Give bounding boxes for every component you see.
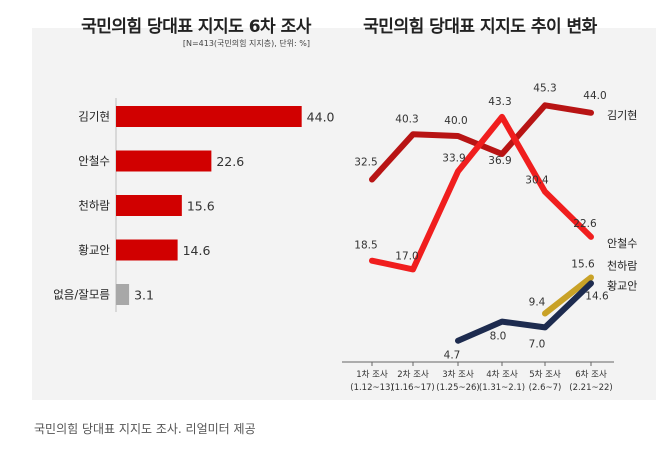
data-label: 14.6 [585, 290, 609, 302]
series-name-label: 안철수 [607, 237, 637, 250]
data-label: 18.5 [354, 240, 377, 252]
data-label: 45.3 [533, 82, 556, 94]
series-line [542, 274, 594, 317]
x-tick-label: 1차 조사 [356, 370, 388, 380]
x-tick-label: 2차 조사 [397, 370, 429, 380]
data-label: 40.0 [444, 115, 467, 127]
data-label: 30.4 [525, 175, 549, 187]
bar [116, 195, 182, 216]
bar-category-label: 천하람 [78, 199, 110, 213]
data-label: 36.9 [488, 155, 511, 167]
bar-chart-subtitle: [N=413(국민의힘 지지층), 단위: %] [182, 39, 310, 48]
data-label: 43.3 [488, 96, 511, 108]
data-label: 32.5 [354, 157, 377, 169]
x-tick-date: (1.31~2.1) [479, 383, 525, 393]
x-tick-date: (1.16~17) [391, 383, 435, 393]
data-label: 8.0 [490, 331, 507, 343]
x-tick-label: 5차 조사 [529, 370, 561, 380]
bar-chart-title: 국민의힘 당대표 지지도 6차 조사 [81, 17, 311, 37]
bar-category-label: 김기현 [78, 110, 110, 124]
x-tick-date: (2.6~7) [529, 383, 562, 393]
series-name-label: 황교안 [607, 279, 637, 292]
x-tick-label: 4차 조사 [486, 370, 518, 380]
data-label: 22.6 [573, 218, 597, 230]
bar-value-label: 44.0 [307, 110, 335, 125]
x-tick-date: (2.21~22) [569, 383, 613, 393]
bar [116, 239, 178, 261]
x-tick-date: (1.25~26) [436, 383, 480, 393]
line-chart-title: 국민의힘 당대표 지지도 추이 변화 [363, 17, 597, 37]
x-tick-date: (1.12~13) [350, 383, 394, 393]
bar [116, 150, 212, 172]
bar-value-label: 15.6 [187, 199, 215, 214]
series-line [455, 280, 594, 344]
bar-value-label: 14.6 [183, 243, 211, 258]
data-label: 9.4 [529, 296, 546, 308]
bar-category-label: 없음/잘모름 [53, 288, 110, 302]
x-tick-label: 3차 조사 [442, 370, 474, 380]
bar [116, 106, 302, 127]
bar [116, 284, 130, 305]
data-label: 4.7 [444, 350, 461, 362]
bar-value-label: 22.6 [216, 154, 244, 169]
data-label: 40.3 [395, 113, 418, 125]
data-label: 7.0 [529, 338, 546, 350]
series-name-label: 김기현 [607, 109, 637, 122]
bar-value-label: 3.1 [134, 288, 154, 303]
data-label: 17.0 [395, 250, 418, 262]
series-line [369, 113, 594, 273]
x-tick-label: 6차 조사 [575, 370, 607, 380]
series-name-label: 천하람 [607, 259, 637, 273]
figure-caption: 국민의힘 당대표 지지도 조사. 리얼미터 제공 [34, 422, 256, 436]
data-label: 15.6 [571, 259, 595, 271]
data-label: 44.0 [583, 90, 606, 102]
bar-category-label: 안철수 [78, 154, 110, 168]
data-label: 33.9 [442, 152, 465, 164]
bar-category-label: 황교안 [78, 243, 110, 257]
